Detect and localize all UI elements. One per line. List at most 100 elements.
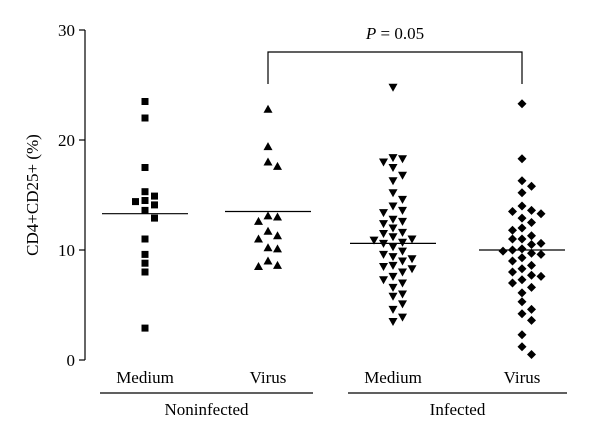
data-point bbox=[388, 318, 398, 326]
data-point bbox=[398, 155, 407, 164]
data-point bbox=[398, 257, 407, 266]
data-point bbox=[379, 263, 388, 271]
data-point bbox=[398, 217, 407, 226]
data-point bbox=[527, 248, 536, 258]
data-point bbox=[517, 223, 527, 233]
data-point bbox=[388, 154, 398, 163]
data-point bbox=[151, 192, 158, 200]
data-point bbox=[508, 256, 517, 266]
category-labels: Medium Virus Medium Virus bbox=[116, 368, 540, 387]
data-point bbox=[508, 234, 517, 244]
y-axis-label: CD4+CD25+ (%) bbox=[23, 134, 42, 256]
category-label: Virus bbox=[250, 368, 287, 387]
data-point bbox=[141, 324, 149, 332]
data-point bbox=[508, 245, 517, 255]
data-point bbox=[527, 181, 536, 191]
data-point bbox=[388, 224, 398, 233]
data-point bbox=[379, 239, 388, 248]
data-point bbox=[407, 235, 417, 244]
data-point bbox=[263, 243, 273, 252]
data-point bbox=[398, 195, 407, 204]
data-point bbox=[388, 305, 398, 314]
p-value-symbol: P bbox=[365, 24, 376, 43]
data-point bbox=[273, 260, 282, 269]
data-point bbox=[498, 246, 508, 256]
data-point bbox=[398, 279, 407, 288]
data-point bbox=[388, 253, 398, 262]
data-point bbox=[407, 255, 417, 264]
data-point bbox=[517, 342, 527, 352]
data-point bbox=[517, 234, 527, 244]
data-point bbox=[517, 188, 527, 198]
data-point bbox=[398, 313, 407, 322]
data-point bbox=[508, 267, 517, 277]
data-point bbox=[141, 250, 149, 258]
data-point bbox=[263, 104, 273, 113]
y-tick-label: 20 bbox=[58, 131, 75, 150]
data-points bbox=[132, 83, 546, 359]
bracket-line bbox=[267, 51, 523, 84]
data-point bbox=[388, 202, 398, 211]
data-point bbox=[517, 297, 527, 307]
data-point bbox=[273, 244, 282, 253]
y-ticks: 0 10 20 30 bbox=[58, 21, 85, 370]
data-point bbox=[263, 211, 273, 220]
p-value-value: = 0.05 bbox=[376, 24, 424, 43]
data-point bbox=[517, 253, 527, 263]
data-point bbox=[517, 213, 527, 223]
data-point bbox=[263, 157, 273, 166]
data-point bbox=[536, 238, 546, 248]
data-point bbox=[517, 176, 527, 186]
significance-bracket: P = 0.05 bbox=[267, 24, 523, 84]
data-point bbox=[151, 201, 158, 209]
data-point bbox=[517, 201, 527, 211]
data-point bbox=[141, 235, 149, 243]
data-point bbox=[151, 214, 158, 222]
data-point bbox=[379, 158, 388, 167]
data-point bbox=[388, 272, 398, 281]
data-point bbox=[132, 198, 139, 206]
data-point bbox=[273, 212, 282, 221]
data-point bbox=[517, 244, 527, 254]
data-point bbox=[527, 240, 536, 249]
data-point bbox=[379, 230, 388, 238]
data-point bbox=[527, 260, 536, 270]
data-point bbox=[517, 154, 527, 164]
category-label: Medium bbox=[116, 368, 174, 387]
data-point bbox=[508, 278, 517, 288]
data-point bbox=[369, 236, 379, 245]
group-label: Noninfected bbox=[164, 400, 249, 419]
group-label: Infected bbox=[430, 400, 486, 419]
data-point bbox=[141, 164, 149, 171]
data-point bbox=[379, 209, 388, 218]
p-value-annotation: P = 0.05 bbox=[365, 24, 424, 43]
data-point bbox=[527, 270, 536, 280]
data-point bbox=[527, 315, 536, 325]
data-point bbox=[517, 275, 527, 285]
data-point bbox=[388, 261, 398, 270]
data-point bbox=[273, 161, 282, 170]
data-point bbox=[141, 114, 149, 122]
data-point bbox=[536, 209, 546, 219]
data-point bbox=[141, 268, 149, 276]
data-point bbox=[517, 330, 527, 340]
data-point bbox=[388, 283, 398, 292]
data-point bbox=[263, 142, 273, 151]
data-point bbox=[141, 206, 149, 214]
data-point bbox=[379, 276, 388, 285]
y-tick-label: 30 bbox=[58, 21, 75, 40]
data-point bbox=[388, 189, 398, 198]
data-point bbox=[254, 216, 263, 225]
data-point bbox=[527, 205, 536, 215]
data-point bbox=[398, 268, 407, 277]
data-point bbox=[536, 271, 546, 281]
data-point bbox=[398, 171, 407, 180]
data-point bbox=[379, 250, 388, 259]
data-point bbox=[407, 265, 417, 274]
data-point bbox=[517, 288, 527, 298]
data-point bbox=[141, 197, 149, 204]
data-point bbox=[263, 226, 273, 235]
data-point bbox=[379, 220, 388, 229]
data-point bbox=[398, 238, 407, 247]
data-point bbox=[517, 309, 527, 319]
